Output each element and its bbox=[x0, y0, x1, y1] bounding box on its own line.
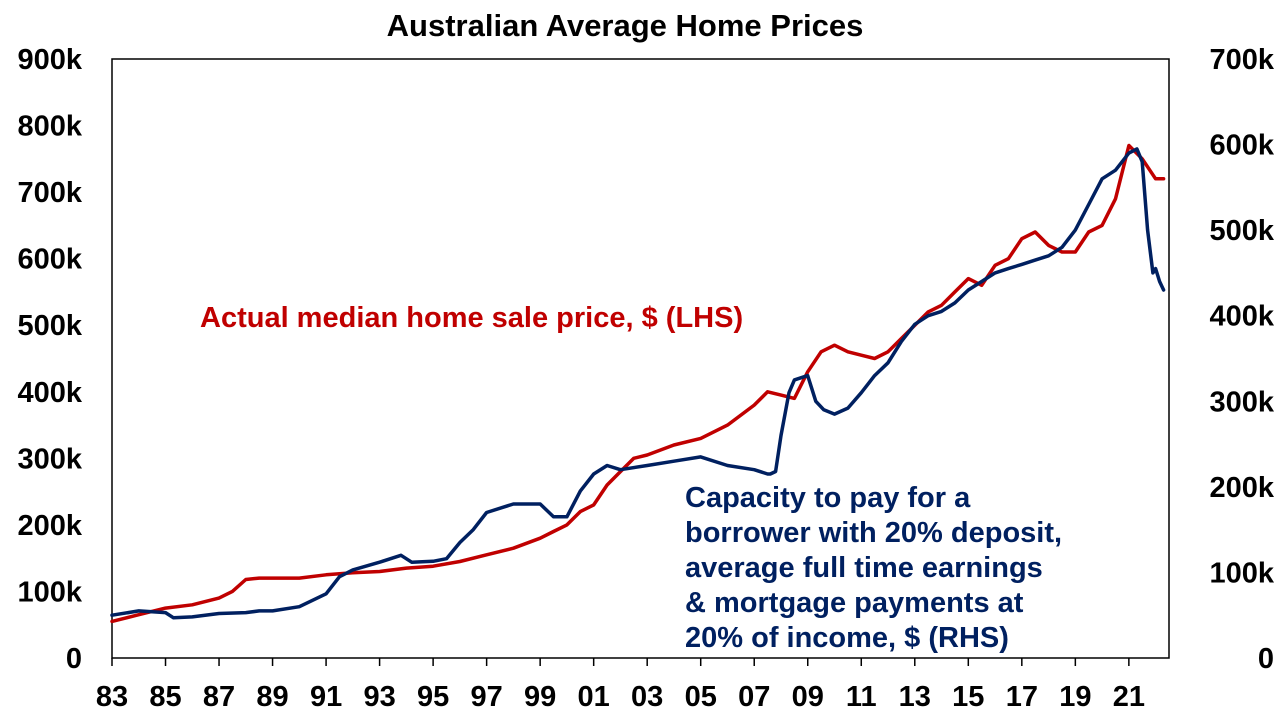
x-axis-tick-label: 09 bbox=[792, 681, 824, 713]
right-axis-tick-label: 500k bbox=[1209, 215, 1274, 247]
x-axis-tick-label: 15 bbox=[952, 681, 984, 713]
right-axis-tick-label: 200k bbox=[1209, 472, 1274, 504]
x-axis-ticks: 83 85 87 89 91 93 95 97 99 01 03 05 07 09 11 13 15 17 19 21 bbox=[96, 658, 1145, 713]
right-axis-ticks: 0 100k 200k 300k 400k 500k 600k 700k bbox=[1209, 44, 1274, 675]
left-axis-tick-label: 500k bbox=[17, 310, 82, 342]
x-axis-tick-label: 01 bbox=[578, 681, 610, 713]
x-axis-tick-label: 97 bbox=[471, 681, 503, 713]
annotation-line: & mortgage payments at bbox=[685, 587, 1024, 619]
x-axis-tick-label: 19 bbox=[1059, 681, 1091, 713]
left-axis-tick-label: 700k bbox=[17, 177, 82, 209]
left-axis-tick-label: 900k bbox=[17, 44, 82, 76]
x-axis-tick-label: 93 bbox=[363, 681, 395, 713]
left-axis-tick-label: 300k bbox=[17, 443, 82, 475]
x-axis-tick-label: 85 bbox=[149, 681, 181, 713]
x-axis-tick-label: 13 bbox=[899, 681, 931, 713]
left-axis-tick-label: 800k bbox=[17, 111, 82, 143]
left-axis-ticks: 0 100k 200k 300k 400k 500k 600k 700k 800k 900k bbox=[17, 44, 82, 675]
x-axis-tick-label: 83 bbox=[96, 681, 128, 713]
x-axis-tick-label: 17 bbox=[1006, 681, 1038, 713]
annotation-line: 20% of income, $ (RHS) bbox=[685, 622, 1009, 654]
left-axis-tick-label: 600k bbox=[17, 244, 82, 276]
right-axis-tick-label: 100k bbox=[1209, 557, 1274, 589]
chart-title: Australian Average Home Prices bbox=[387, 8, 864, 43]
annotation-line: Actual median home sale price, $ (LHS) bbox=[200, 302, 743, 334]
x-axis-tick-label: 95 bbox=[417, 681, 449, 713]
annotation-median-price: Actual median home sale price, $ (LHS) bbox=[200, 302, 743, 334]
right-axis-tick-label: 400k bbox=[1209, 301, 1274, 333]
x-axis-tick-label: 89 bbox=[256, 681, 288, 713]
left-axis-tick-label: 400k bbox=[17, 377, 82, 409]
x-axis-tick-label: 11 bbox=[846, 681, 877, 713]
left-axis-tick-label: 200k bbox=[17, 510, 82, 542]
plot-area-frame bbox=[111, 58, 1170, 659]
right-axis-tick-label: 600k bbox=[1209, 130, 1274, 162]
x-axis-tick-label: 05 bbox=[685, 681, 717, 713]
x-axis-tick-label: 07 bbox=[738, 681, 770, 713]
right-axis-tick-label: 0 bbox=[1258, 643, 1274, 675]
right-axis-tick-label: 700k bbox=[1209, 44, 1274, 76]
median-price-series-line bbox=[110, 143, 1166, 624]
x-axis-tick-label: 91 bbox=[310, 681, 342, 713]
annotation-capacity-to-pay: Capacity to pay for a borrower with 20% d… bbox=[685, 482, 1062, 654]
annotation-line: borrower with 20% deposit, bbox=[685, 517, 1062, 549]
capacity-to-pay-series-line bbox=[110, 147, 1166, 620]
left-axis-tick-label: 100k bbox=[17, 576, 82, 608]
left-axis-tick-label: 0 bbox=[66, 643, 82, 675]
annotation-line: Capacity to pay for a bbox=[685, 482, 971, 514]
x-axis-tick-label: 03 bbox=[631, 681, 663, 713]
x-axis-tick-label: 87 bbox=[203, 681, 235, 713]
series-layer bbox=[110, 143, 1166, 624]
x-axis-tick-label: 99 bbox=[524, 681, 556, 713]
x-axis-tick-label: 21 bbox=[1113, 681, 1145, 713]
right-axis-tick-label: 300k bbox=[1209, 386, 1274, 418]
annotation-line: average full time earnings bbox=[685, 552, 1043, 584]
